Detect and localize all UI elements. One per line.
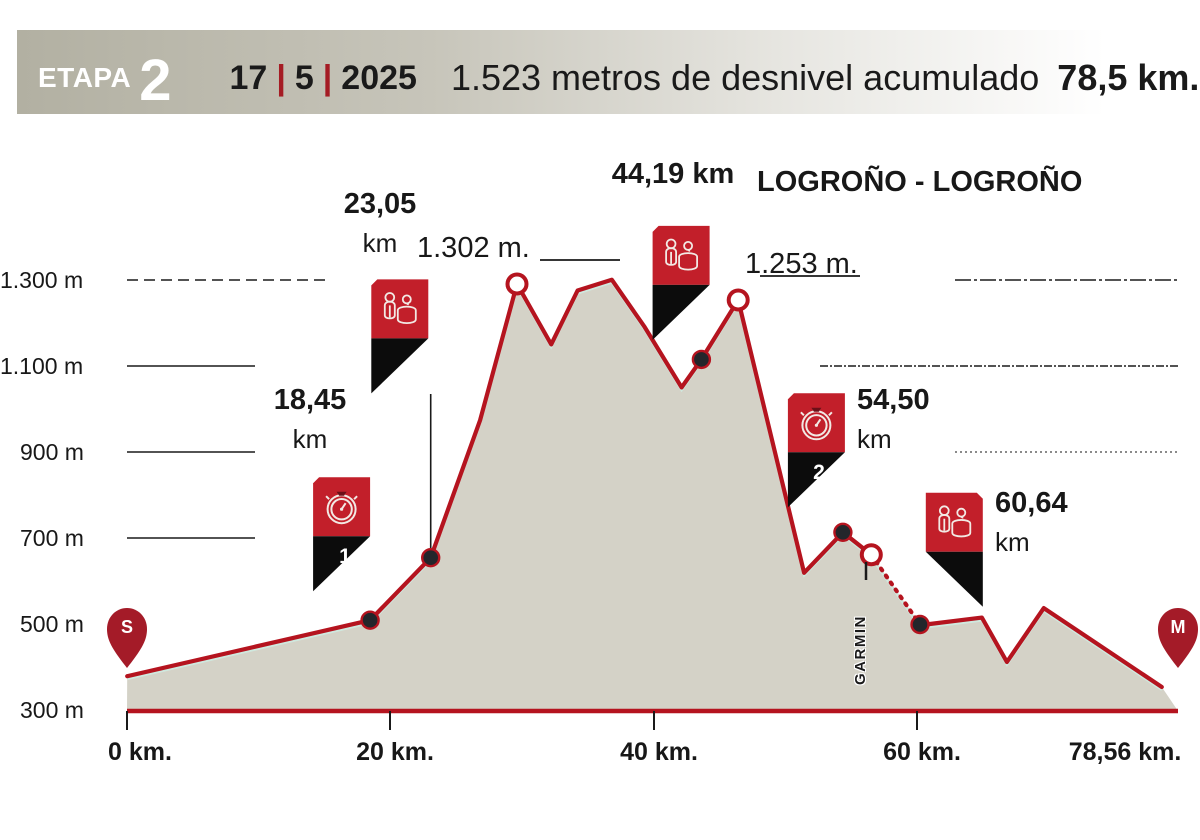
- svg-text:2: 2: [813, 461, 825, 484]
- svg-text:1: 1: [339, 545, 351, 568]
